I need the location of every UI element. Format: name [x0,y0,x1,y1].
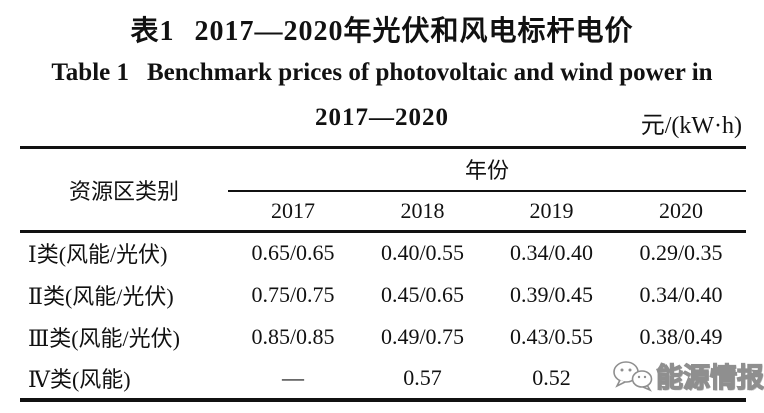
cell-zone3-2017: 0.85/0.85 [251,323,335,349]
table-title-cn: 2017—2020年光伏和风电标杆电价 [194,16,634,47]
table-title-en: Benchmark prices of photovoltaic and win… [147,59,713,86]
row-category-zone1: Ⅰ类(风能/光伏) [28,242,168,268]
cell-zone2-2020: 0.34/0.40 [639,281,723,307]
row-category-zone4: Ⅳ类(风能) [28,366,131,392]
table-caption-chinese: 表1 2017—2020年光伏和风电标杆电价 [0,9,764,49]
cell-zone2-2018: 0.45/0.65 [380,281,465,307]
column-header-category: 资源区类别 [20,147,228,233]
table-row: Ⅳ类(风能) — 0.57 0.52 [20,358,746,400]
benchmark-price-table: 资源区类别 年份 2017 2018 2019 2020 Ⅰ类(风能/光伏) 0… [20,146,747,402]
cell-zone4-2017: — [282,364,304,390]
cell-zone2-2017: 0.75/0.75 [251,281,335,307]
table-header-row-years: 2017 2018 2019 2020 [20,190,747,233]
column-header-2019: 2019 [487,190,616,233]
cell-zone1-2020: 0.29/0.35 [639,240,723,266]
cell-zone4-2019: 0.52 [532,364,571,390]
cell-zone2-2019: 0.39/0.45 [509,281,594,307]
cell-zone3-2019: 0.43/0.55 [509,323,594,349]
cell-zone1-2017: 0.65/0.65 [251,240,335,266]
unit-label: 元/(kW·h) [640,113,742,139]
table-number-en: Table 1 [51,59,129,86]
cell-zone3-2018: 0.49/0.75 [380,323,465,349]
cell-zone3-2020: 0.38/0.49 [639,323,723,349]
cell-zone1-2018: 0.40/0.55 [380,240,465,266]
caption-year-range: 2017—2020 [315,104,449,131]
caption-third-line: 2017—2020 元/(kW·h) [0,104,764,139]
column-header-2018: 2018 [358,190,487,233]
table-caption-english: Table 1 Benchmark prices of photovoltaic… [0,59,764,87]
table-row: Ⅰ类(风能/光伏) 0.65/0.65 0.40/0.55 0.34/0.40 … [20,232,746,274]
table-row: Ⅱ类(风能/光伏) 0.75/0.75 0.45/0.65 0.39/0.45 … [20,274,746,316]
cell-zone1-2019: 0.34/0.40 [509,240,594,266]
column-header-2017: 2017 [228,190,358,233]
cell-zone4-2018: 0.57 [403,364,442,390]
table-header-row-group: 资源区类别 年份 [20,147,747,233]
row-category-zone3: Ⅲ类(风能/光伏) [28,325,180,351]
row-category-zone2: Ⅱ类(风能/光伏) [28,283,174,309]
table-row: Ⅲ类(风能/光伏) 0.85/0.85 0.49/0.75 0.43/0.55 … [20,316,746,358]
table-number-cn: 表1 [130,16,175,47]
column-header-year-group: 年份 [228,147,747,192]
cell-zone4-2020 [616,358,746,400]
column-header-2020: 2020 [616,190,747,233]
